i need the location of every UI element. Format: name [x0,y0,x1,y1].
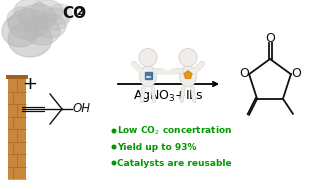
Circle shape [112,161,116,165]
Circle shape [179,48,197,67]
Ellipse shape [34,14,66,38]
Ellipse shape [20,4,56,30]
Ellipse shape [14,0,46,23]
Ellipse shape [24,17,60,45]
Text: +: + [23,75,38,93]
Text: Catalysts are reusable: Catalysts are reusable [117,159,232,167]
Ellipse shape [31,0,63,22]
Polygon shape [184,71,192,78]
Text: CO: CO [62,6,86,22]
Ellipse shape [48,4,72,24]
Circle shape [112,145,116,149]
Circle shape [139,48,157,67]
Text: AgNO$_3$+ILs: AgNO$_3$+ILs [133,88,203,104]
Ellipse shape [7,7,37,31]
Text: O: O [265,33,275,46]
Circle shape [112,129,116,133]
Ellipse shape [41,8,69,30]
Ellipse shape [140,66,156,87]
Text: O: O [239,67,249,80]
Ellipse shape [2,15,38,47]
Text: Yield up to 93%: Yield up to 93% [117,143,197,152]
Text: O: O [291,67,301,80]
Text: Low CO$_2$ concertration: Low CO$_2$ concertration [117,125,232,137]
Text: OH: OH [73,101,91,115]
Bar [8,79,26,179]
Bar [6,75,28,79]
Ellipse shape [8,9,48,39]
Ellipse shape [180,66,196,87]
Bar [145,72,151,79]
Text: 2: 2 [76,7,83,17]
Ellipse shape [8,21,52,57]
